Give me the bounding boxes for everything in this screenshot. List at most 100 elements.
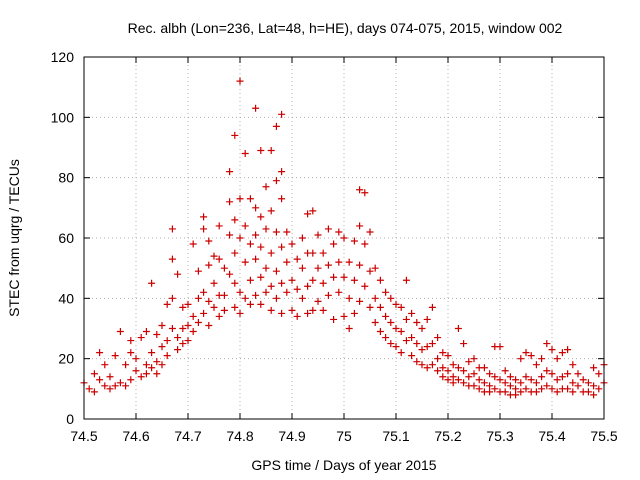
data-point [428, 340, 436, 348]
data-point [345, 258, 353, 266]
data-point [538, 385, 546, 393]
data-point [350, 237, 358, 245]
data-point [252, 291, 260, 299]
data-point [397, 303, 405, 311]
data-point [356, 222, 364, 230]
data-point [512, 391, 520, 399]
chart-title: Rec. albh (Lon=236, Lat=48, h=HE), days … [128, 20, 563, 36]
data-point [288, 306, 296, 314]
data-point [267, 147, 275, 155]
data-point [267, 249, 275, 257]
data-point [366, 228, 374, 236]
data-point [356, 186, 364, 194]
data-point [85, 385, 93, 393]
data-point [96, 376, 104, 384]
data-point [179, 325, 187, 332]
data-point [376, 328, 384, 336]
data-point [309, 276, 317, 284]
data-point [194, 267, 202, 275]
data-point [106, 373, 114, 381]
data-point [574, 370, 582, 378]
data-point [226, 168, 234, 176]
data-point [163, 300, 171, 308]
x-tick-label: 75.2 [434, 428, 461, 444]
data-point [127, 376, 135, 384]
data-point [153, 358, 161, 366]
data-point [382, 288, 390, 296]
data-point [361, 189, 369, 197]
data-point [491, 373, 499, 381]
data-point [345, 294, 353, 302]
data-point [168, 225, 176, 233]
data-point [101, 361, 109, 369]
data-point [278, 168, 286, 176]
data-point [574, 382, 582, 390]
data-point [215, 222, 223, 230]
data-point [330, 315, 338, 323]
data-point [257, 147, 265, 155]
data-point [106, 385, 114, 393]
data-point [470, 355, 478, 363]
data-point [517, 355, 525, 363]
x-tick-label: 75.1 [382, 428, 409, 444]
data-point [324, 291, 332, 299]
data-point [153, 331, 161, 339]
data-point [278, 309, 286, 317]
y-tick-label: 120 [51, 49, 75, 65]
data-point [293, 285, 301, 293]
data-point [262, 264, 270, 272]
data-point [564, 370, 572, 378]
data-point [532, 379, 540, 387]
data-point [231, 303, 239, 311]
data-point [553, 355, 561, 363]
data-point [127, 349, 135, 357]
data-point [200, 309, 208, 317]
data-point [137, 373, 145, 381]
y-tick-label: 60 [58, 230, 74, 246]
y-axis-label: STEC from uqrg / TECUs [6, 159, 22, 317]
data-point [231, 249, 239, 257]
data-point [366, 303, 374, 311]
data-point [226, 198, 234, 206]
data-point [465, 358, 473, 366]
data-point [423, 364, 431, 372]
data-point [553, 388, 561, 396]
data-point [246, 195, 254, 203]
data-point [220, 264, 228, 272]
data-point [387, 340, 395, 348]
data-point [304, 309, 312, 317]
data-point [434, 367, 442, 375]
data-point [408, 352, 416, 360]
data-point [241, 294, 249, 302]
data-point [314, 264, 322, 272]
data-point [345, 325, 353, 332]
data-point [527, 352, 535, 360]
data-point [595, 370, 603, 378]
data-point [387, 294, 395, 302]
data-point [194, 294, 202, 302]
data-point [142, 361, 150, 369]
data-point [392, 325, 400, 332]
data-point [402, 315, 410, 323]
data-point [382, 334, 390, 342]
data-point [423, 343, 431, 351]
data-point [132, 355, 140, 363]
data-point [439, 364, 447, 372]
data-point [200, 225, 208, 233]
data-point [267, 207, 275, 215]
data-point [496, 376, 504, 384]
data-point [584, 388, 592, 396]
data-point [262, 183, 270, 191]
data-point [460, 340, 468, 348]
data-points [80, 77, 608, 399]
data-point [532, 361, 540, 369]
data-point [512, 385, 520, 393]
data-point [189, 240, 197, 248]
data-point [236, 234, 244, 242]
data-point [231, 131, 239, 139]
data-point [418, 346, 426, 354]
data-point [335, 258, 343, 266]
data-point [194, 318, 202, 326]
data-point [272, 228, 280, 236]
data-point [298, 234, 306, 242]
